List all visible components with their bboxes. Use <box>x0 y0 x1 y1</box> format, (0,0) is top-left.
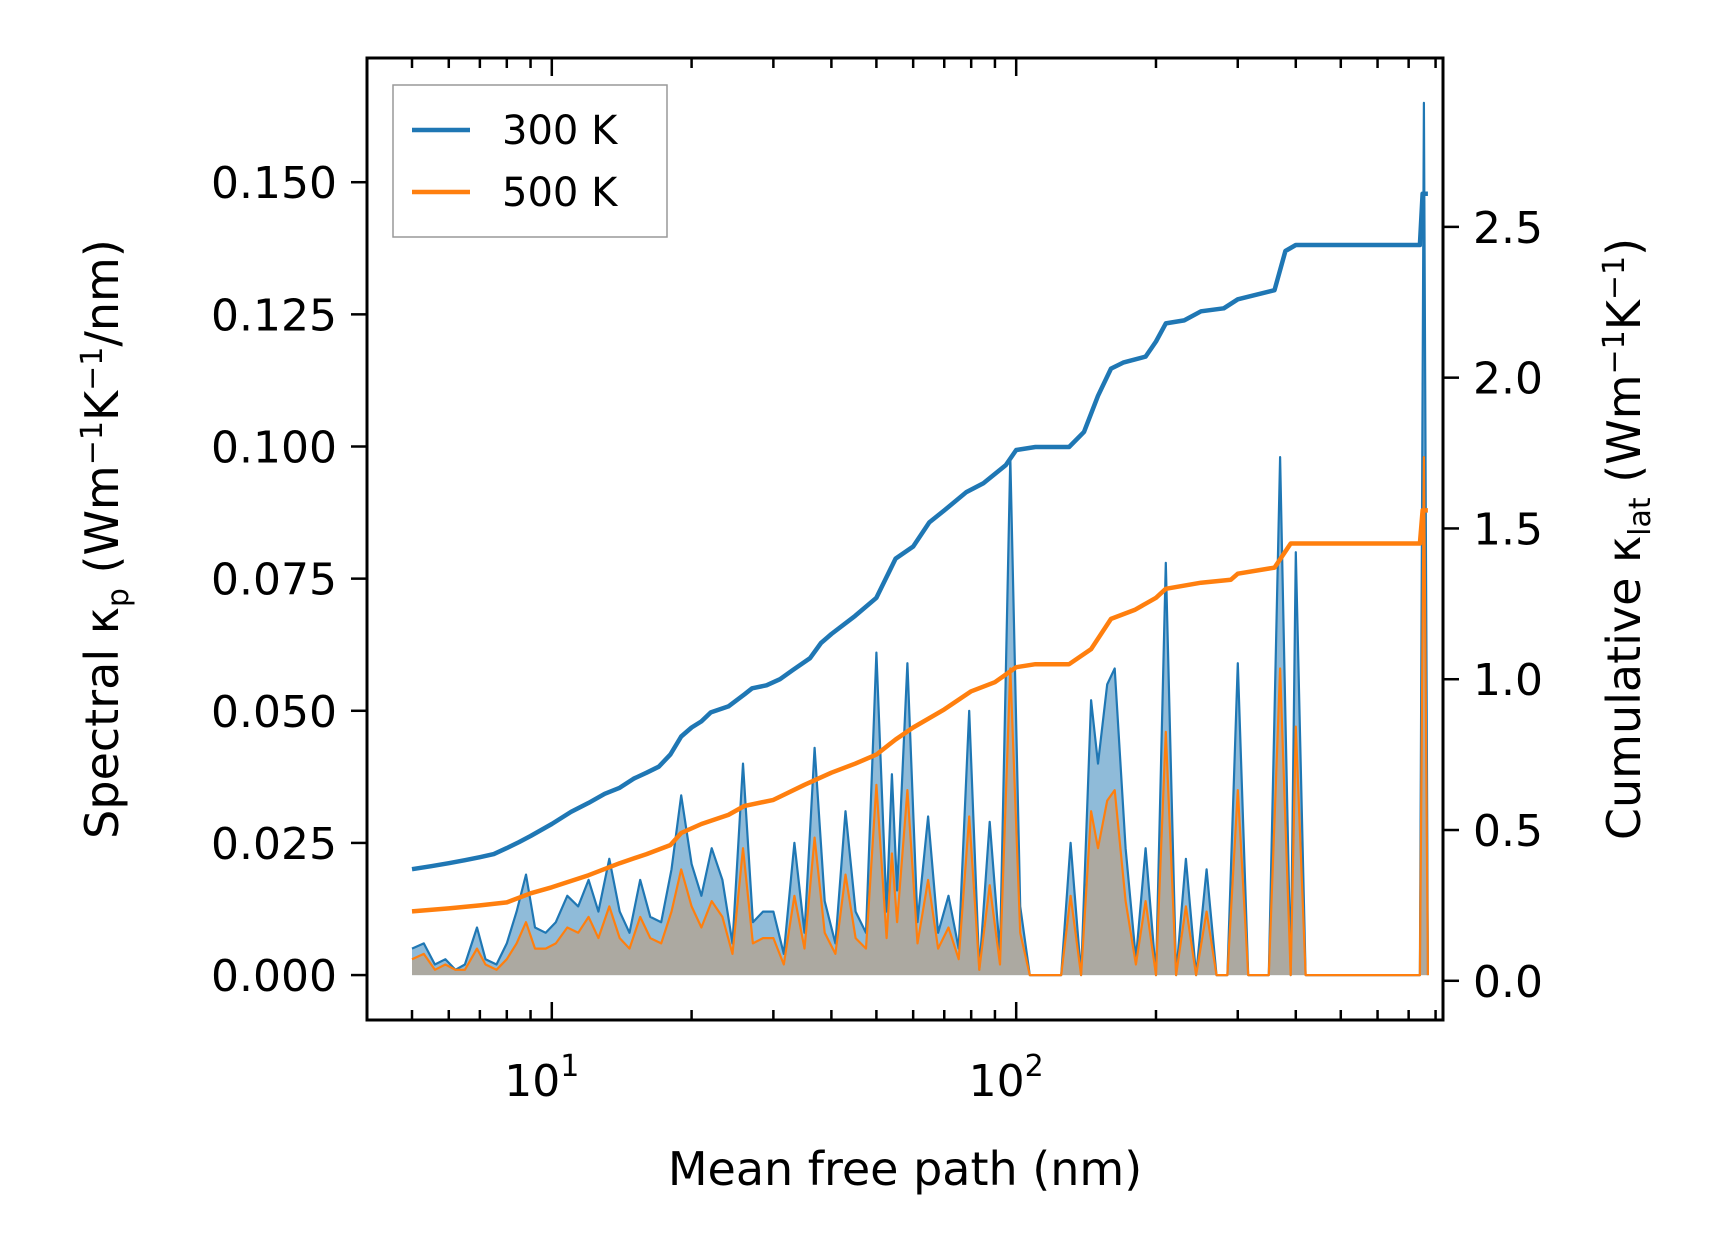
y-right-tick-label: 1.5 <box>1473 504 1543 555</box>
cumulative-line-300k <box>411 191 1428 872</box>
y-left-tick-label: 0.075 <box>211 555 337 606</box>
y-left-tick-label: 0.025 <box>211 819 337 870</box>
y-right-tick-label: 1.0 <box>1473 655 1543 706</box>
y-right-tick-label: 0.5 <box>1473 806 1543 857</box>
y-right-tick-label: 2.0 <box>1473 354 1543 405</box>
cumulative-line-500k <box>411 508 1428 914</box>
axis-ticks <box>351 58 1459 1020</box>
y-left-tick-label: 0.000 <box>211 951 337 1002</box>
x-axis-title: Mean free path (nm) <box>668 1142 1142 1196</box>
y-left-tick-label: 0.050 <box>211 687 337 738</box>
legend-box <box>392 84 668 238</box>
spectral-line-500k <box>411 456 1429 977</box>
y-right-tick-label: 2.5 <box>1473 203 1543 254</box>
y-left-tick-label: 0.150 <box>211 158 337 209</box>
tick-labels: 0.000 0.025 0.050 0.075 0.100 0.125 0.150 0.0 0.… <box>211 158 1543 1107</box>
legend-label: 300 K <box>502 108 619 154</box>
y-left-axis-title: Spectral κp (Wm−1K−1/nm) <box>75 239 136 839</box>
axes-frame <box>365 56 1445 1022</box>
legend-label: 500 K <box>502 170 619 216</box>
y-left-tick-label: 0.100 <box>211 423 337 474</box>
plot-area <box>411 101 1429 977</box>
y-right-tick-label: 0.0 <box>1473 957 1543 1008</box>
axis-titles: Mean free path (nm) Spectral κp (Wm−1K−1/… <box>75 238 1658 1196</box>
y-left-tick-label: 0.125 <box>211 290 337 341</box>
spectral-line-300k <box>411 101 1429 977</box>
x-tick-label: 102 <box>969 1049 1044 1107</box>
x-tick-label: 101 <box>504 1049 579 1107</box>
y-right-axis-title: Cumulative κlat (Wm−1K−1) <box>1597 238 1658 840</box>
legend: 300 K 500 K <box>392 84 668 238</box>
